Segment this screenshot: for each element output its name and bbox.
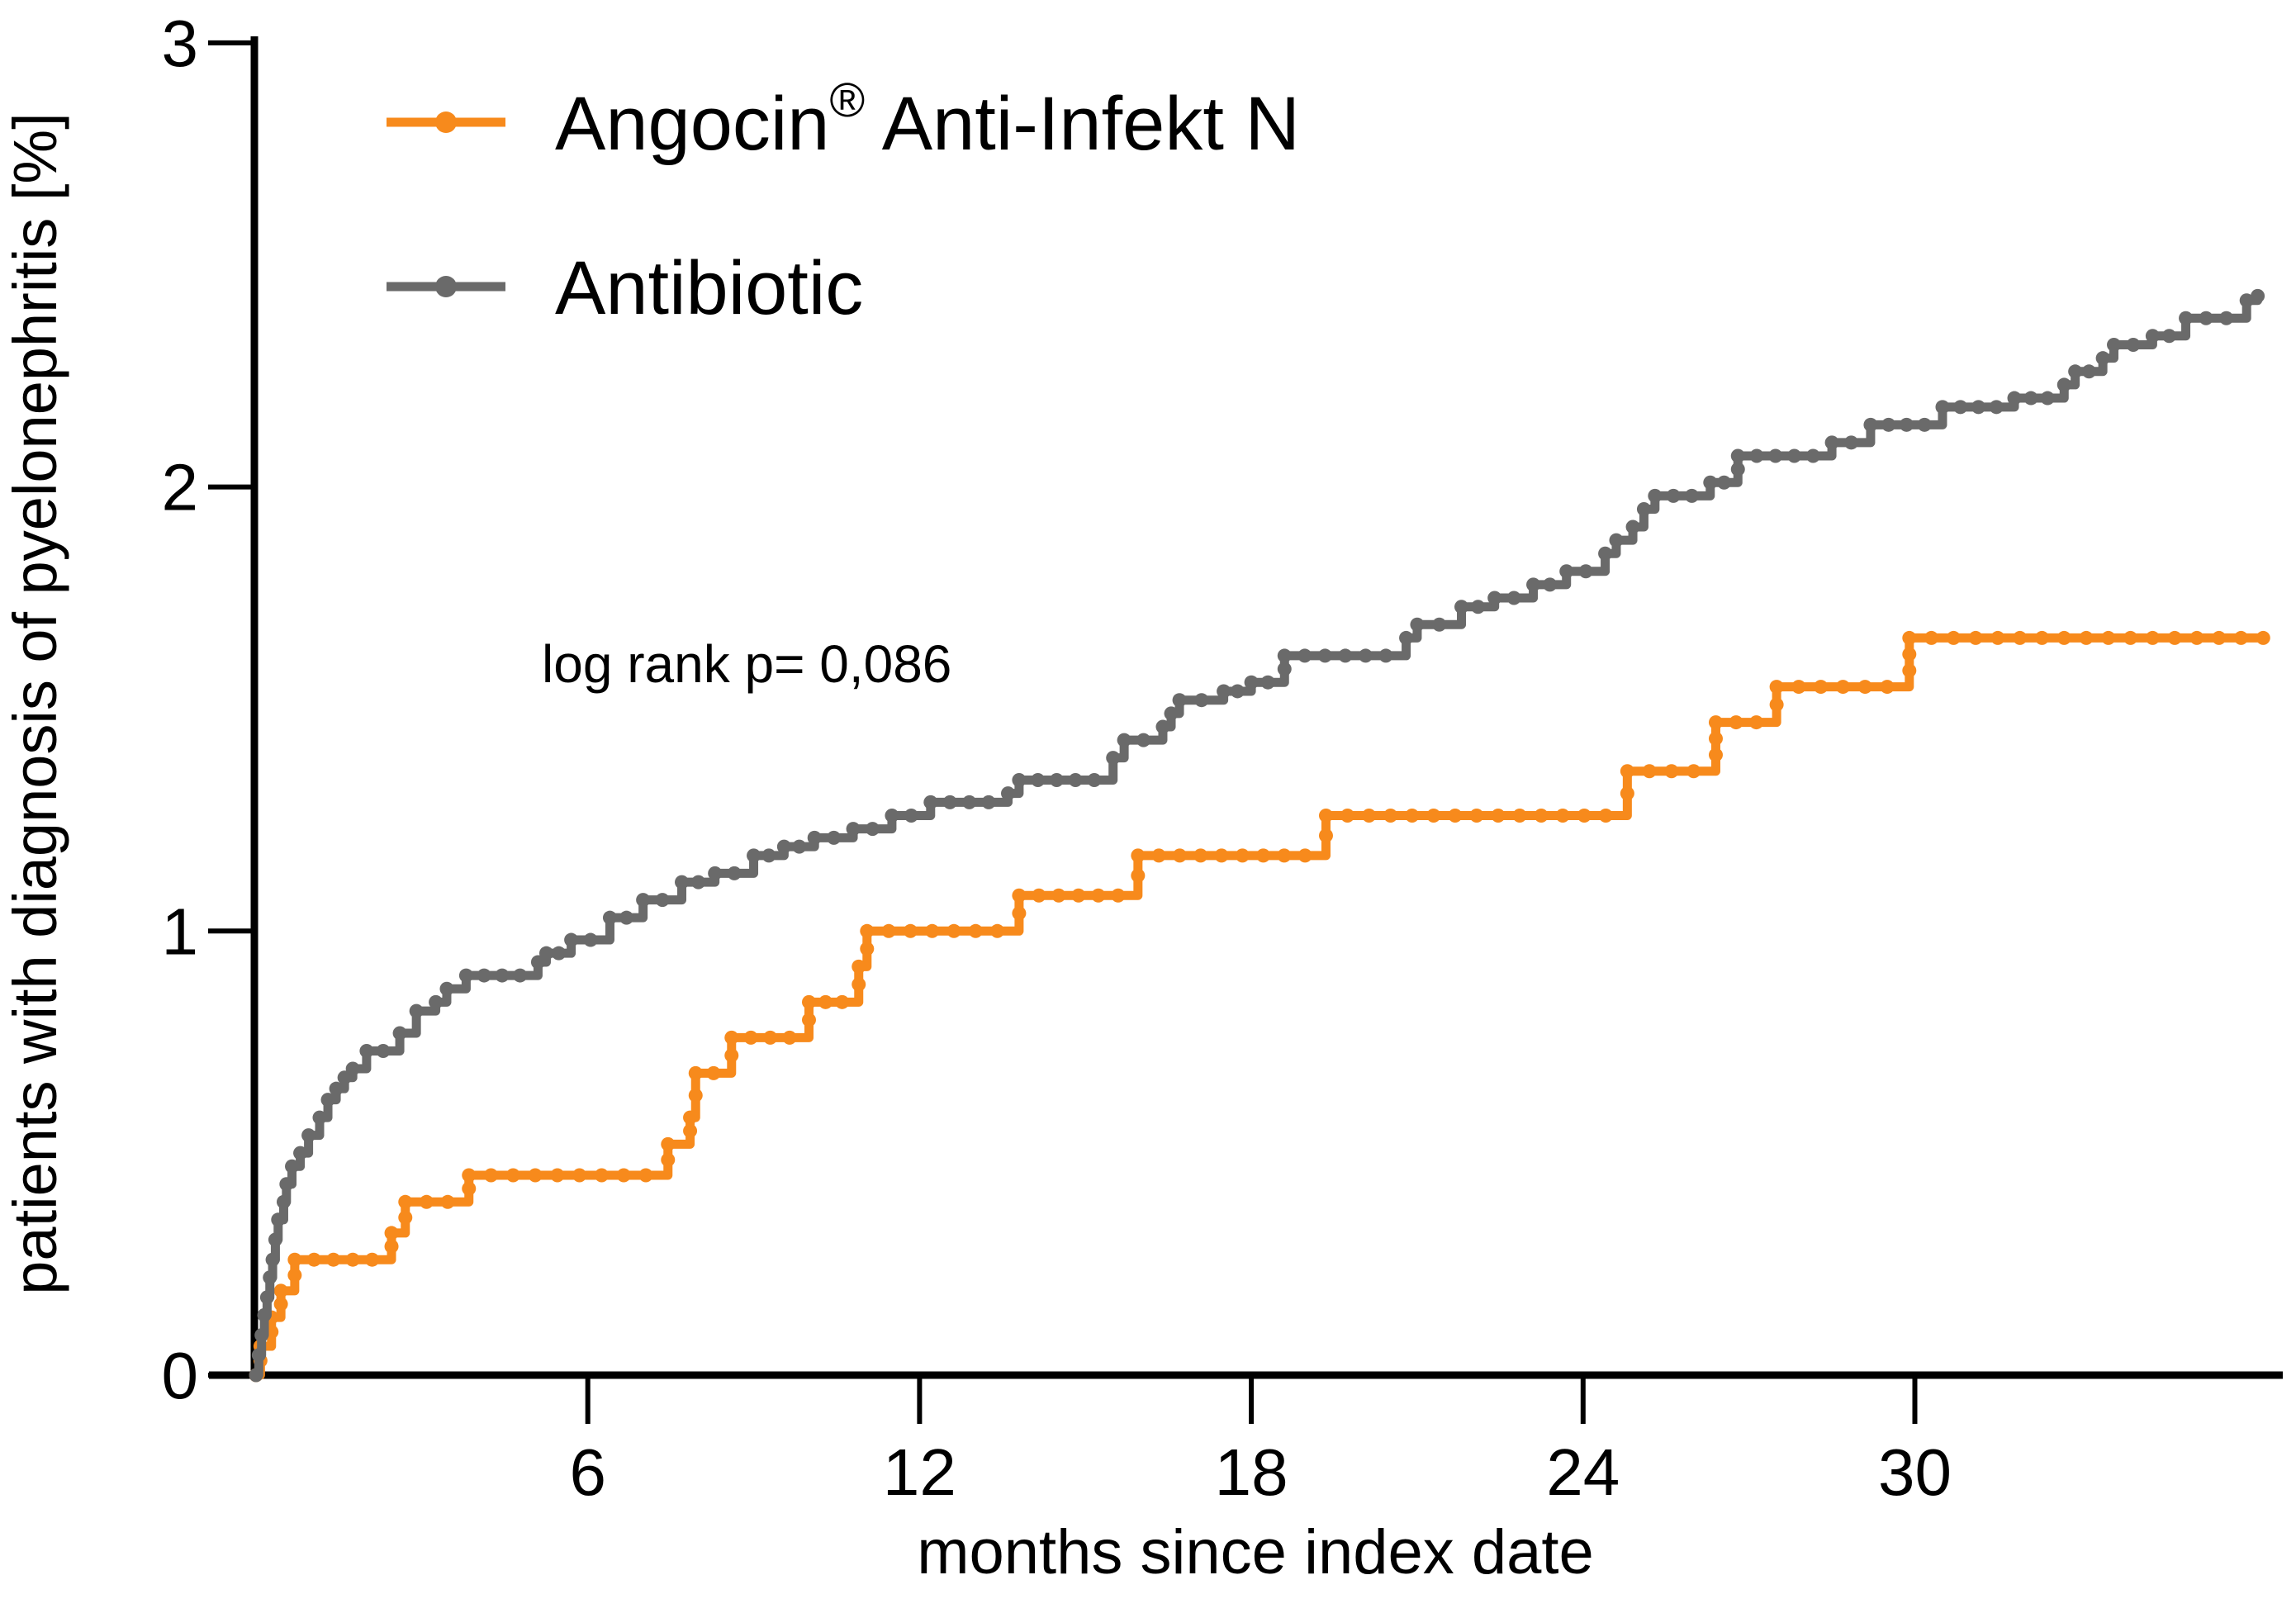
x-tick-label-12: 12 bbox=[883, 1435, 956, 1509]
legend-label-angocin: Angocin® Anti-Infekt N bbox=[555, 74, 1300, 166]
y-tick-label-0: 0 bbox=[162, 1339, 199, 1412]
legend-marker-dot-angocin bbox=[435, 111, 457, 133]
antibiotic-curve-dots bbox=[249, 288, 2265, 1383]
y-axis-ticks: 0 1 2 3 bbox=[162, 7, 254, 1412]
log-rank-annotation: log rank p= 0,086 bbox=[542, 634, 951, 694]
legend-marker-dot-antibiotic bbox=[435, 276, 457, 297]
angocin-curve bbox=[251, 633, 2268, 1380]
y-tick-label-3: 3 bbox=[162, 7, 199, 80]
angocin-curve-dots bbox=[249, 630, 2270, 1383]
x-axis-ticks: 6 12 18 24 30 bbox=[569, 1375, 1952, 1509]
curves-group bbox=[249, 288, 2270, 1383]
x-tick-label-18: 18 bbox=[1215, 1435, 1288, 1509]
x-tick-label-24: 24 bbox=[1546, 1435, 1620, 1509]
y-tick-label-2: 2 bbox=[162, 451, 199, 524]
y-axis-title: patients with diagnosis of pyelonephriti… bbox=[1, 112, 69, 1294]
x-tick-label-6: 6 bbox=[569, 1435, 606, 1509]
legend-label-antibiotic: Antibiotic bbox=[555, 246, 863, 330]
legend: Angocin® Anti-Infekt N Antibiotic bbox=[387, 74, 1300, 330]
x-tick-label-30: 30 bbox=[1878, 1435, 1952, 1509]
antibiotic-curve bbox=[251, 291, 2263, 1380]
x-axis-title: months since index date bbox=[917, 1517, 1594, 1587]
y-tick-label-1: 1 bbox=[162, 894, 199, 968]
